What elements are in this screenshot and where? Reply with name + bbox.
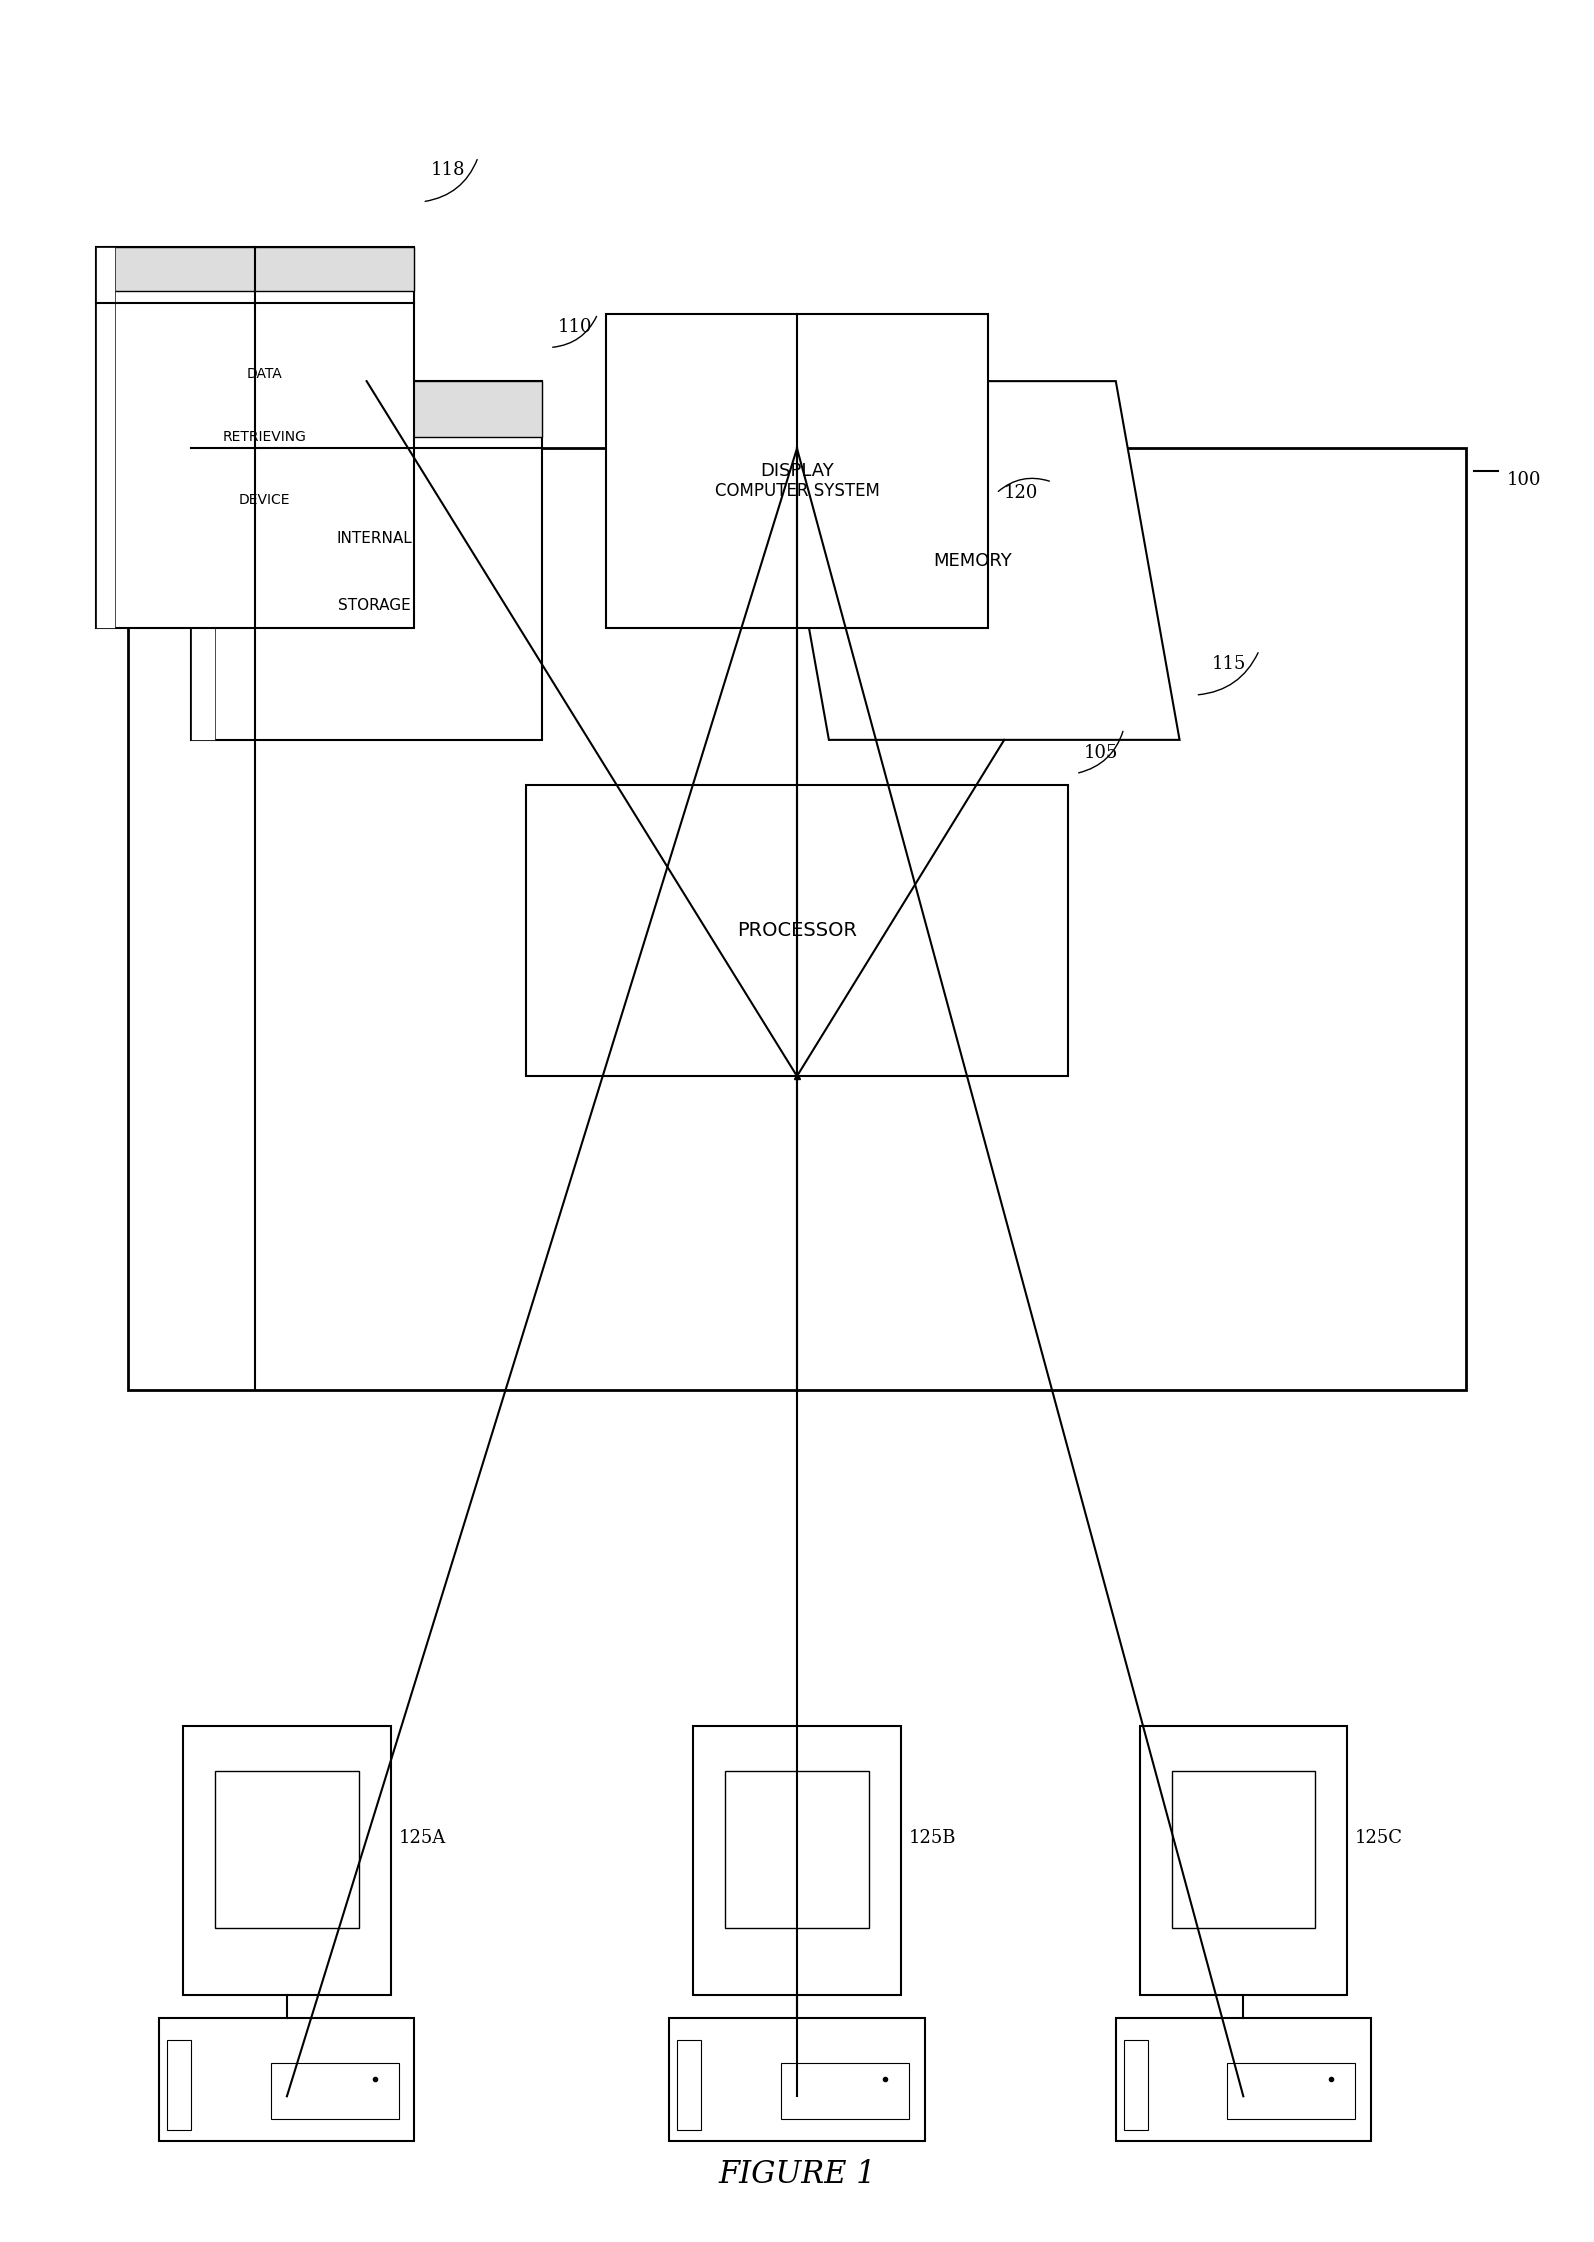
- Text: STORAGE: STORAGE: [338, 599, 411, 612]
- Bar: [1172, 1771, 1315, 1928]
- Bar: [526, 785, 1068, 1076]
- Text: 115: 115: [1211, 655, 1247, 673]
- Bar: [1124, 2040, 1148, 2130]
- Bar: [128, 448, 1466, 1390]
- Bar: [191, 381, 215, 740]
- Text: MEMORY: MEMORY: [932, 552, 1012, 569]
- Polygon shape: [765, 381, 1180, 740]
- Bar: [215, 1771, 359, 1928]
- Text: DATA: DATA: [247, 368, 282, 381]
- Bar: [167, 2040, 191, 2130]
- Bar: [159, 2018, 414, 2141]
- Text: DEVICE: DEVICE: [239, 493, 290, 507]
- Bar: [606, 314, 988, 628]
- Bar: [271, 2063, 398, 2119]
- Text: FIGURE 1: FIGURE 1: [719, 2159, 875, 2190]
- Text: DISPLAY: DISPLAY: [760, 462, 834, 480]
- Text: RETRIEVING: RETRIEVING: [223, 430, 306, 444]
- Text: COMPUTER SYSTEM: COMPUTER SYSTEM: [714, 482, 880, 500]
- Text: 100: 100: [1506, 471, 1541, 489]
- Bar: [1140, 1726, 1347, 1995]
- Text: 125B: 125B: [909, 1829, 956, 1847]
- Text: 125C: 125C: [1355, 1829, 1403, 1847]
- Bar: [191, 381, 542, 740]
- Text: 125A: 125A: [398, 1829, 446, 1847]
- Bar: [96, 247, 115, 628]
- Text: PROCESSOR: PROCESSOR: [736, 921, 858, 939]
- Bar: [677, 2040, 701, 2130]
- Bar: [781, 2063, 909, 2119]
- Bar: [96, 247, 414, 628]
- Bar: [693, 1726, 901, 1995]
- Bar: [183, 1726, 391, 1995]
- Bar: [96, 247, 414, 291]
- Bar: [725, 1771, 869, 1928]
- Bar: [191, 381, 542, 437]
- Bar: [1116, 2018, 1371, 2141]
- Text: 120: 120: [1004, 484, 1039, 502]
- Bar: [1227, 2063, 1355, 2119]
- Text: 118: 118: [430, 161, 465, 179]
- Text: INTERNAL: INTERNAL: [336, 531, 413, 545]
- Text: 110: 110: [558, 318, 593, 336]
- Text: 105: 105: [1084, 744, 1119, 762]
- Bar: [669, 2018, 925, 2141]
